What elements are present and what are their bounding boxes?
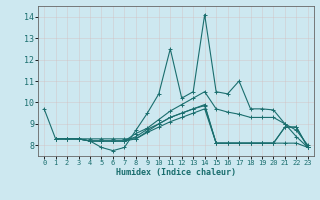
X-axis label: Humidex (Indice chaleur): Humidex (Indice chaleur) — [116, 168, 236, 177]
